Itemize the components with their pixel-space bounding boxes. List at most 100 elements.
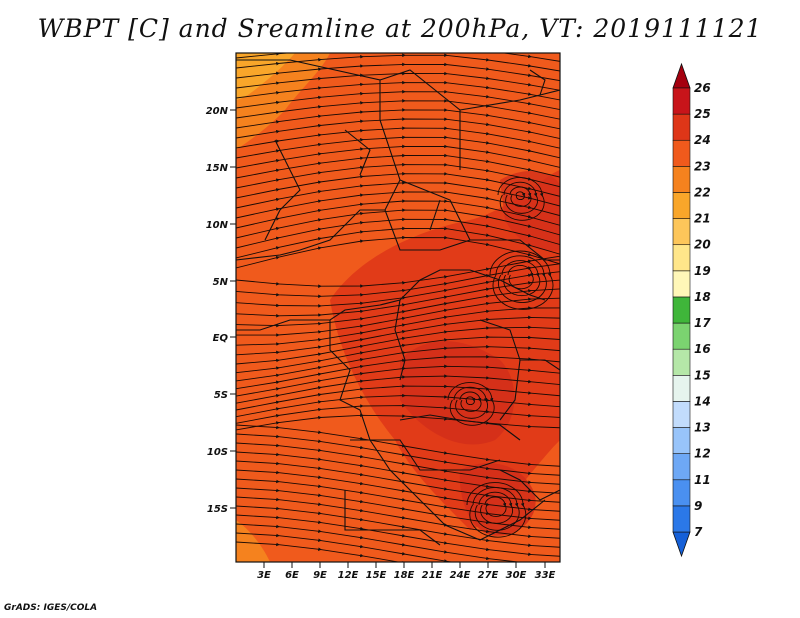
lon-tick: 33E bbox=[535, 562, 556, 581]
streamline bbox=[503, 181, 539, 214]
lat-label: 5N bbox=[213, 277, 229, 288]
colorbar-label: 7 bbox=[694, 525, 703, 539]
streamline bbox=[515, 191, 526, 201]
lon-tick: 6E bbox=[285, 562, 299, 581]
lat-tick: 15S bbox=[207, 504, 236, 515]
colorbar-swatch bbox=[672, 113, 691, 141]
longitude-axis: 3E 6E 9E 12E 15E 18E 21E 24E 27E 30E 33E bbox=[257, 562, 556, 581]
lon-tick: 21E bbox=[422, 562, 443, 581]
lon-label: 24E bbox=[450, 570, 471, 581]
colorbar-label: 14 bbox=[694, 394, 711, 408]
colorbar-swatch bbox=[672, 87, 691, 115]
lat-tick: 5S bbox=[214, 390, 236, 401]
streamline bbox=[453, 386, 489, 419]
colorbar-max-triangle bbox=[672, 62, 691, 89]
streamline bbox=[507, 264, 534, 290]
lon-tick: 24E bbox=[450, 562, 471, 581]
colorbar-swatch bbox=[672, 505, 691, 533]
colorbar-swatch bbox=[672, 348, 691, 376]
colorbar-label: 22 bbox=[694, 186, 711, 200]
colorbar-label: 11 bbox=[694, 473, 711, 487]
colorbar-swatch bbox=[672, 479, 691, 507]
lat-label: 5S bbox=[214, 390, 228, 401]
map-panel bbox=[236, 53, 560, 562]
colorbar-label: 15 bbox=[694, 368, 711, 382]
lon-label: 30E bbox=[506, 570, 527, 581]
colorbar-label: 12 bbox=[694, 447, 711, 461]
streamline bbox=[509, 186, 532, 207]
colorbar-swatch bbox=[672, 139, 691, 167]
colorbar-swatch bbox=[672, 192, 691, 219]
credit-text: GrADS: IGES/COLA bbox=[4, 603, 98, 613]
lon-tick: 27E bbox=[478, 562, 499, 581]
lat-label: 20N bbox=[206, 106, 229, 117]
colorbar-swatch bbox=[672, 322, 691, 350]
colorbar-swatch bbox=[672, 270, 691, 298]
streamline bbox=[236, 413, 560, 431]
lat-tick: 5N bbox=[213, 277, 236, 288]
lat-label: 15S bbox=[207, 504, 228, 515]
colorbar-swatch bbox=[672, 244, 691, 272]
colorbar-min-triangle bbox=[672, 531, 691, 558]
colorbar-swatch bbox=[672, 427, 691, 454]
lon-tick: 15E bbox=[366, 562, 387, 581]
lat-tick: EQ bbox=[213, 333, 236, 344]
lon-label: 12E bbox=[338, 570, 359, 581]
streamline bbox=[484, 496, 507, 517]
streamline bbox=[236, 541, 532, 562]
lat-tick: 15N bbox=[206, 163, 236, 174]
map-title: WBPT [C] and Sreamline at 200hPa, VT: 20… bbox=[37, 14, 763, 43]
colorbar-swatch bbox=[672, 453, 691, 481]
streamlines bbox=[236, 53, 560, 562]
map-frame bbox=[235, 52, 561, 563]
lat-tick: 20N bbox=[206, 106, 236, 117]
streamline bbox=[501, 260, 541, 297]
lon-tick: 9E bbox=[313, 562, 327, 581]
colorbar-label: 19 bbox=[694, 264, 711, 278]
streamline bbox=[459, 391, 482, 412]
lon-label: 3E bbox=[257, 570, 271, 581]
lat-tick: 10N bbox=[206, 220, 236, 231]
streamline bbox=[489, 250, 554, 310]
lon-label: 33E bbox=[535, 570, 556, 581]
colorbar-swatch bbox=[672, 166, 691, 193]
streamline bbox=[495, 255, 547, 304]
colorbar-label: 24 bbox=[694, 133, 711, 147]
colorbar: 7 9 11 12 13 14 15 16 17 18 19 20 21 22 23 24 25 26 bbox=[672, 62, 711, 558]
streamline bbox=[465, 396, 476, 406]
lon-label: 21E bbox=[422, 570, 443, 581]
latitude-axis: 20N 15N 10N 5N EQ 5S 10S 15S bbox=[206, 106, 236, 515]
colorbar-label: 26 bbox=[694, 81, 711, 95]
country-borders bbox=[236, 59, 560, 546]
colorbar-swatch bbox=[672, 401, 691, 428]
lat-label: 15N bbox=[206, 163, 229, 174]
colorbar-swatch bbox=[672, 374, 691, 402]
colorbar-label: 16 bbox=[694, 342, 711, 356]
lon-label: 27E bbox=[478, 570, 499, 581]
lat-label: EQ bbox=[213, 333, 229, 344]
colorbar-label: 21 bbox=[694, 212, 711, 226]
lon-tick: 30E bbox=[506, 562, 527, 581]
lon-label: 18E bbox=[394, 570, 415, 581]
colorbar-label: 20 bbox=[694, 238, 711, 252]
lon-label: 15E bbox=[366, 570, 387, 581]
colorbar-label: 9 bbox=[694, 499, 702, 513]
lon-tick: 12E bbox=[338, 562, 359, 581]
lon-label: 9E bbox=[313, 570, 327, 581]
streamline bbox=[478, 491, 514, 524]
lon-tick: 18E bbox=[394, 562, 415, 581]
colorbar-label: 17 bbox=[694, 316, 711, 330]
colorbar-swatch bbox=[672, 296, 691, 324]
lon-label: 6E bbox=[285, 570, 299, 581]
streamline bbox=[497, 176, 545, 221]
colorbar-label: 13 bbox=[694, 421, 711, 435]
streamline bbox=[472, 486, 520, 531]
colorbar-swatch bbox=[672, 218, 691, 246]
lat-tick: 10S bbox=[207, 447, 236, 458]
colorbar-label: 18 bbox=[694, 290, 711, 304]
colorbar-label: 25 bbox=[694, 107, 711, 121]
sw-orange-region bbox=[236, 520, 270, 562]
lon-tick: 3E bbox=[257, 562, 271, 581]
colorbar-label: 23 bbox=[694, 159, 711, 173]
